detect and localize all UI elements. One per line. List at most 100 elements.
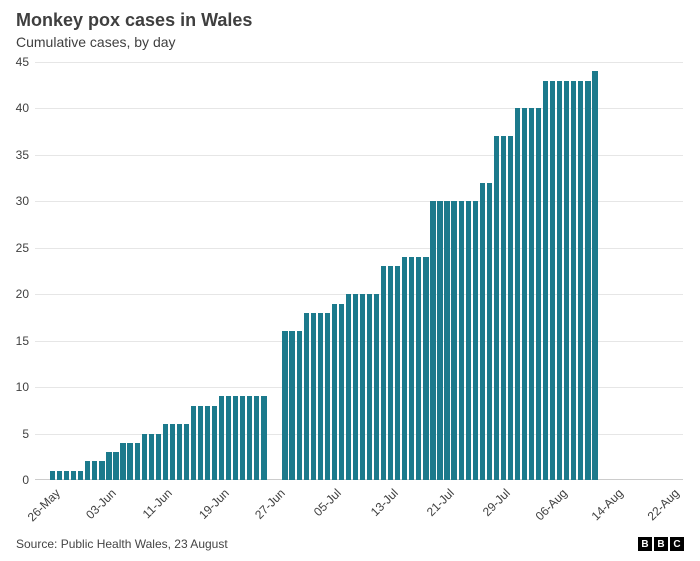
bar xyxy=(416,257,421,480)
bar xyxy=(120,443,125,480)
bar xyxy=(395,266,400,480)
bar xyxy=(57,471,62,480)
y-tick-label: 10 xyxy=(16,380,29,394)
x-tick-label: 14-Aug xyxy=(589,486,626,523)
bar xyxy=(184,424,189,480)
chart-title: Monkey pox cases in Wales xyxy=(16,10,252,31)
bar xyxy=(64,471,69,480)
bar xyxy=(113,452,118,480)
bar xyxy=(135,443,140,480)
bar xyxy=(240,396,245,480)
x-tick-label: 27-Jun xyxy=(252,486,288,522)
logo-letter: B xyxy=(638,537,652,551)
bar xyxy=(163,424,168,480)
bar xyxy=(282,331,287,480)
bar xyxy=(571,81,576,480)
bar xyxy=(332,304,337,480)
bar xyxy=(578,81,583,480)
bar xyxy=(451,201,456,480)
bar xyxy=(127,443,132,480)
y-tick-label: 0 xyxy=(22,473,29,487)
bar xyxy=(466,201,471,480)
plot-area: 05101520253035404526-May03-Jun11-Jun19-J… xyxy=(35,62,683,480)
bar xyxy=(501,136,506,480)
bar xyxy=(459,201,464,480)
bar xyxy=(156,434,161,480)
y-tick-label: 5 xyxy=(22,427,29,441)
bar xyxy=(71,471,76,480)
bar xyxy=(325,313,330,480)
bar xyxy=(318,313,323,480)
bar xyxy=(212,406,217,480)
bar xyxy=(353,294,358,480)
y-tick-label: 40 xyxy=(16,101,29,115)
y-tick-label: 30 xyxy=(16,194,29,208)
bar xyxy=(402,257,407,480)
chart-subtitle: Cumulative cases, by day xyxy=(16,34,176,50)
x-tick-label: 29-Jul xyxy=(480,486,513,519)
bar xyxy=(430,201,435,480)
x-tick-label: 19-Jun xyxy=(196,486,232,522)
grid-line xyxy=(35,62,683,63)
bar xyxy=(297,331,302,480)
bbc-logo: BBC xyxy=(638,537,684,551)
bar xyxy=(289,331,294,480)
bar xyxy=(409,257,414,480)
y-tick-label: 25 xyxy=(16,241,29,255)
bar xyxy=(388,266,393,480)
bar xyxy=(346,294,351,480)
bar xyxy=(543,81,548,480)
bar xyxy=(177,424,182,480)
x-tick-label: 13-Jul xyxy=(368,486,401,519)
bar xyxy=(170,424,175,480)
bar xyxy=(473,201,478,480)
bar xyxy=(191,406,196,480)
bar xyxy=(550,81,555,480)
bar xyxy=(78,471,83,480)
chart-container: Monkey pox cases in Wales Cumulative cas… xyxy=(0,0,700,561)
bar xyxy=(423,257,428,480)
bar xyxy=(592,71,597,480)
bar xyxy=(142,434,147,480)
bar xyxy=(508,136,513,480)
bar xyxy=(205,406,210,480)
bar xyxy=(494,136,499,480)
bar xyxy=(536,108,541,480)
bar xyxy=(437,201,442,480)
bar xyxy=(233,396,238,480)
bar xyxy=(374,294,379,480)
bar xyxy=(381,266,386,480)
bar xyxy=(311,313,316,480)
x-tick-label: 06-Aug xyxy=(532,486,569,523)
bar xyxy=(85,461,90,480)
bar xyxy=(480,183,485,480)
x-tick-label: 05-Jul xyxy=(311,486,344,519)
x-tick-label: 22-Aug xyxy=(645,486,682,523)
bar xyxy=(515,108,520,480)
source-text: Source: Public Health Wales, 23 August xyxy=(16,537,228,551)
bar xyxy=(92,461,97,480)
bar xyxy=(360,294,365,480)
bar xyxy=(106,452,111,480)
x-tick-label: 11-Jun xyxy=(140,486,175,521)
bar xyxy=(487,183,492,480)
bar xyxy=(522,108,527,480)
logo-letter: C xyxy=(670,537,684,551)
y-tick-label: 45 xyxy=(16,55,29,69)
y-tick-label: 15 xyxy=(16,334,29,348)
bar xyxy=(367,294,372,480)
bar xyxy=(50,471,55,480)
bar xyxy=(557,81,562,480)
x-tick-label: 03-Jun xyxy=(83,486,119,522)
bar xyxy=(247,396,252,480)
x-tick-label: 21-Jul xyxy=(424,486,457,519)
bar xyxy=(564,81,569,480)
bar xyxy=(529,108,534,480)
bar xyxy=(444,201,449,480)
bar xyxy=(254,396,259,480)
x-tick-label: 26-May xyxy=(24,486,62,524)
bar xyxy=(198,406,203,480)
bar xyxy=(149,434,154,480)
bar xyxy=(219,396,224,480)
bar xyxy=(226,396,231,480)
